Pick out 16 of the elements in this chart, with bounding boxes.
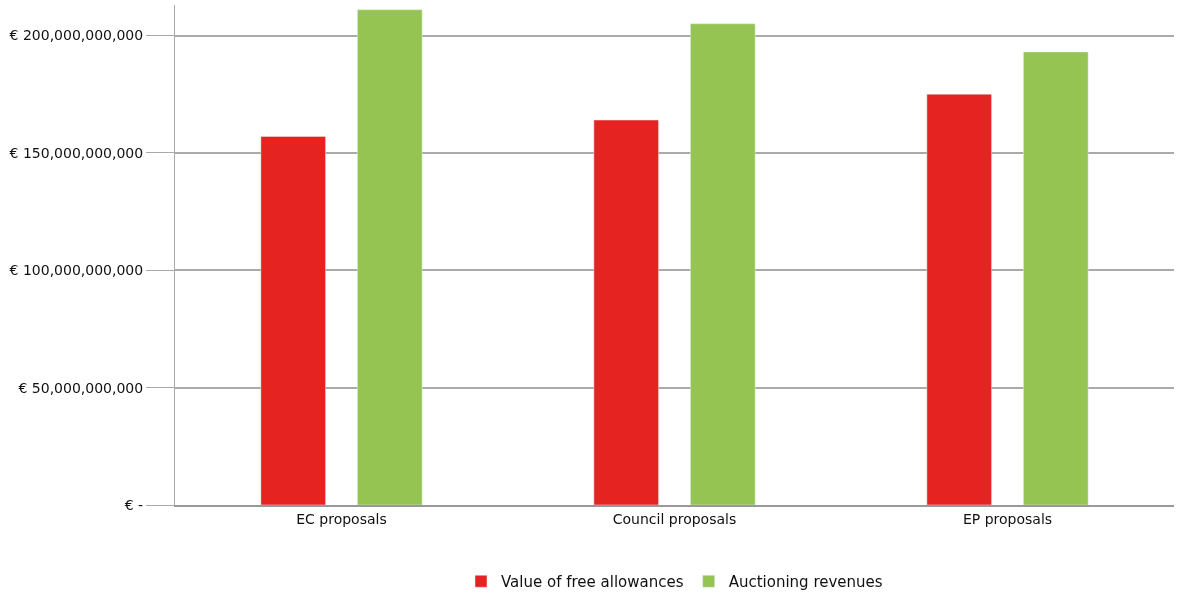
legend-label: Auctioning revenues xyxy=(728,573,883,592)
legend-label: Value of free allowances xyxy=(501,573,684,592)
y-tick-label: € 200,000,000,000 xyxy=(9,27,144,44)
bar xyxy=(690,23,756,505)
y-tick-label: € 50,000,000,000 xyxy=(18,379,144,396)
bar xyxy=(593,119,659,505)
x-tick-label: EP proposals xyxy=(962,510,1053,527)
y-tick-label: € 150,000,000,000 xyxy=(9,144,144,161)
bar xyxy=(260,136,326,505)
y-tick-label: € 100,000,000,000 xyxy=(9,262,144,279)
bar xyxy=(357,9,423,505)
y-tick-label: € - xyxy=(124,496,144,513)
x-tick-label: Council proposals xyxy=(612,510,737,527)
x-tick-label: EC proposals xyxy=(296,510,387,527)
bar xyxy=(1023,51,1089,505)
bar xyxy=(926,93,992,505)
